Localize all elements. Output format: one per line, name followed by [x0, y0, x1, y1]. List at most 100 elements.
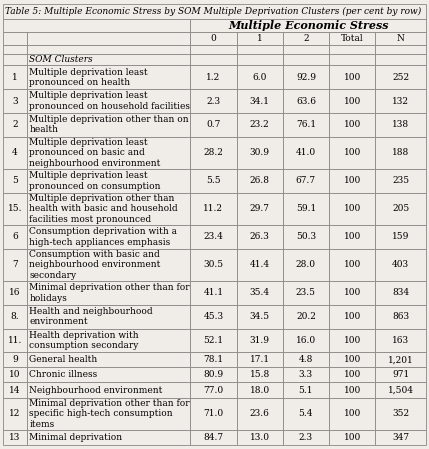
- Text: 15.8: 15.8: [250, 370, 270, 379]
- Text: 834: 834: [392, 288, 409, 298]
- Bar: [375, 169, 426, 193]
- Text: Multiple deprivation least
pronounced on consumption: Multiple deprivation least pronounced on…: [29, 171, 161, 190]
- Text: 9: 9: [12, 355, 18, 364]
- Bar: [3, 397, 27, 430]
- Bar: [283, 305, 329, 329]
- Bar: [3, 430, 27, 445]
- Text: 26.3: 26.3: [250, 233, 269, 242]
- Bar: [236, 225, 283, 249]
- Text: SOM Clusters: SOM Clusters: [29, 55, 93, 64]
- Text: 100: 100: [344, 386, 361, 395]
- Bar: [190, 305, 236, 329]
- Bar: [190, 66, 236, 89]
- Bar: [27, 66, 190, 89]
- Text: Chronic illness: Chronic illness: [29, 370, 97, 379]
- Text: 30.9: 30.9: [250, 148, 270, 157]
- Bar: [3, 19, 190, 32]
- Bar: [190, 225, 236, 249]
- Text: 0: 0: [211, 34, 216, 43]
- Bar: [27, 430, 190, 445]
- Text: 235: 235: [392, 176, 409, 185]
- Text: 5.5: 5.5: [206, 176, 221, 185]
- Text: 67.7: 67.7: [296, 176, 316, 185]
- Text: 41.1: 41.1: [203, 288, 224, 298]
- Bar: [3, 249, 27, 281]
- Bar: [236, 45, 283, 53]
- Text: 11.: 11.: [8, 336, 22, 345]
- Bar: [329, 249, 375, 281]
- Bar: [27, 53, 190, 66]
- Bar: [236, 53, 283, 66]
- Bar: [190, 397, 236, 430]
- Text: Minimal deprivation other than for
holidays: Minimal deprivation other than for holid…: [29, 283, 190, 303]
- Bar: [283, 113, 329, 136]
- Text: 2: 2: [303, 34, 309, 43]
- Text: 971: 971: [392, 370, 409, 379]
- Text: 77.0: 77.0: [203, 386, 224, 395]
- Bar: [375, 430, 426, 445]
- Text: Health and neighbourhood
environment: Health and neighbourhood environment: [29, 307, 153, 326]
- Bar: [27, 281, 190, 305]
- Bar: [329, 66, 375, 89]
- Bar: [329, 305, 375, 329]
- Bar: [329, 397, 375, 430]
- Text: 13: 13: [9, 433, 21, 442]
- Text: 23.6: 23.6: [250, 409, 269, 418]
- Text: 10: 10: [9, 370, 21, 379]
- Text: 6.0: 6.0: [253, 73, 267, 82]
- Bar: [236, 66, 283, 89]
- Text: 71.0: 71.0: [203, 409, 224, 418]
- Bar: [236, 169, 283, 193]
- Bar: [283, 383, 329, 397]
- Bar: [27, 367, 190, 383]
- Bar: [375, 89, 426, 113]
- Bar: [27, 352, 190, 367]
- Bar: [329, 352, 375, 367]
- Bar: [190, 113, 236, 136]
- Bar: [375, 66, 426, 89]
- Text: 45.3: 45.3: [203, 312, 224, 321]
- Bar: [375, 136, 426, 169]
- Text: 863: 863: [392, 312, 409, 321]
- Text: 18.0: 18.0: [250, 386, 270, 395]
- Bar: [236, 113, 283, 136]
- Text: 403: 403: [392, 260, 409, 269]
- Bar: [27, 32, 190, 45]
- Bar: [236, 32, 283, 45]
- Bar: [283, 367, 329, 383]
- Text: 6: 6: [12, 233, 18, 242]
- Bar: [3, 113, 27, 136]
- Bar: [375, 225, 426, 249]
- Bar: [329, 136, 375, 169]
- Bar: [190, 281, 236, 305]
- Bar: [375, 383, 426, 397]
- Text: 23.5: 23.5: [296, 288, 316, 298]
- Bar: [283, 53, 329, 66]
- Text: 1,504: 1,504: [388, 386, 414, 395]
- Text: 34.1: 34.1: [250, 97, 270, 106]
- Bar: [283, 352, 329, 367]
- Text: 84.7: 84.7: [203, 433, 224, 442]
- Text: 12: 12: [9, 409, 21, 418]
- Text: 26.8: 26.8: [250, 176, 270, 185]
- Text: 50.3: 50.3: [296, 233, 316, 242]
- Bar: [3, 305, 27, 329]
- Bar: [190, 32, 236, 45]
- Bar: [283, 136, 329, 169]
- Text: 100: 100: [344, 120, 361, 129]
- Text: Multiple deprivation least
pronounced on household facilities: Multiple deprivation least pronounced on…: [29, 91, 190, 111]
- Text: 100: 100: [344, 260, 361, 269]
- Text: Multiple deprivation least
pronounced on health: Multiple deprivation least pronounced on…: [29, 68, 148, 87]
- Bar: [190, 430, 236, 445]
- Text: Total: Total: [341, 34, 363, 43]
- Text: 16: 16: [9, 288, 21, 298]
- Bar: [3, 352, 27, 367]
- Text: 100: 100: [344, 288, 361, 298]
- Text: 15.: 15.: [8, 204, 22, 213]
- Text: 159: 159: [392, 233, 409, 242]
- Text: 2: 2: [12, 120, 18, 129]
- Text: 1: 1: [257, 34, 263, 43]
- Bar: [283, 281, 329, 305]
- Text: 17.1: 17.1: [250, 355, 270, 364]
- Bar: [283, 430, 329, 445]
